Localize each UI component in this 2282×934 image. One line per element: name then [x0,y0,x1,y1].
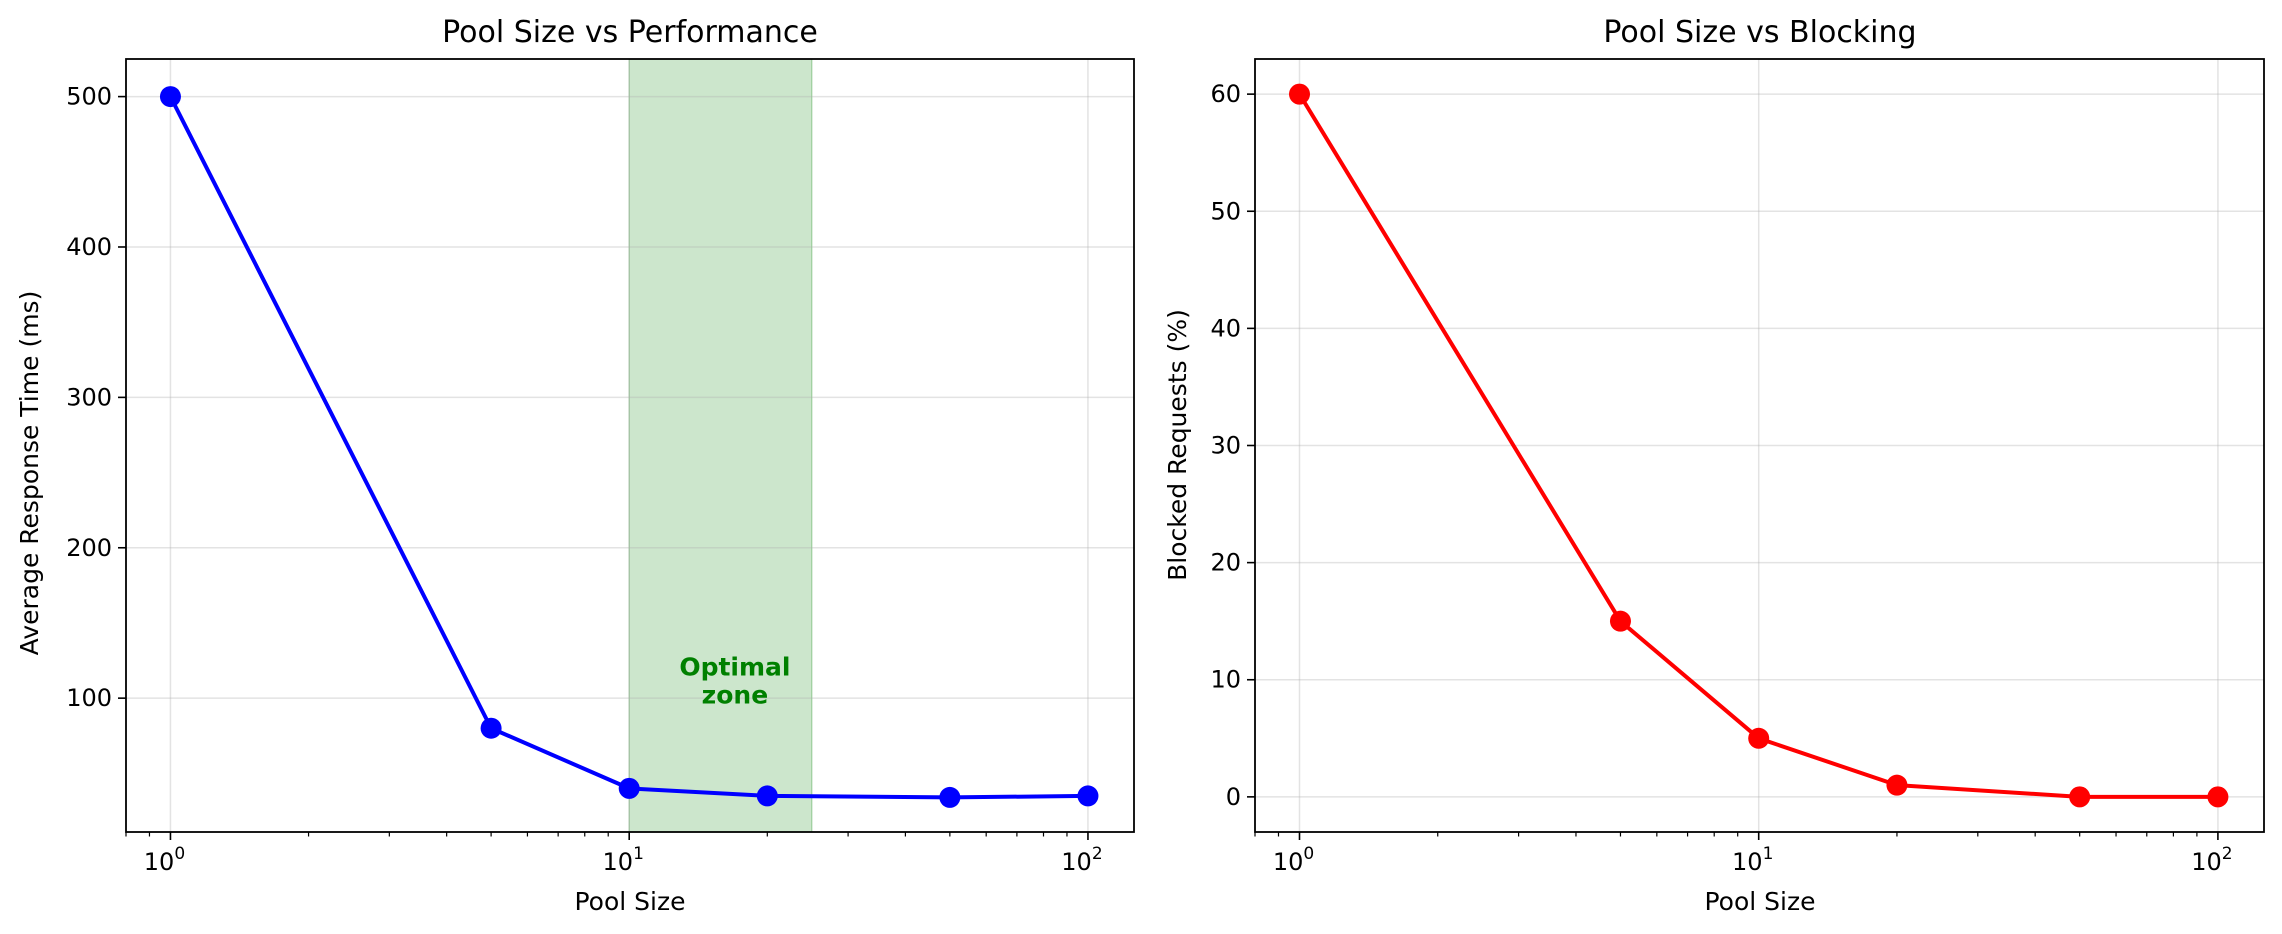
y-tick-label: 200 [66,534,112,562]
data-point [1077,785,1099,807]
data-point [159,86,181,108]
y-tick-label: 400 [66,233,112,261]
data-point [1289,83,1311,105]
x-tick-label: 101 [1732,844,1773,876]
y-tick-label: 100 [66,684,112,712]
x-axis-label: Pool Size [1705,887,1816,916]
chart-response-time: Pool Size vs Performance Pool Size Avera… [15,15,1135,916]
chart-title: Pool Size vs Performance [442,15,818,50]
data-point [1886,774,1908,796]
data-point [1609,610,1631,632]
plot-frame [125,58,1135,833]
y-tick-label: 10 [1210,666,1241,694]
y-tick-label: 500 [66,83,112,111]
chart-title: Pool Size vs Blocking [1603,15,1916,50]
y-tick-label: 30 [1210,432,1241,460]
x-axis-label: Pool Size [575,887,686,916]
optimal-zone-label: zone [702,681,768,710]
optimal-zone-region [629,59,812,832]
y-axis-label: Blocked Requests (%) [1163,309,1192,581]
x-tick-label: 100 [144,844,185,876]
plot-frame [1254,58,2265,833]
y-tick-label: 20 [1210,549,1241,577]
y-axis-label: Average Response Time (ms) [15,291,44,656]
series-line [1297,92,2220,799]
data-point [1748,727,1770,749]
x-tick-label: 100 [1273,844,1314,876]
data-point [480,717,502,739]
chart-blocking: Pool Size vs Blocking Pool Size Blocked … [1163,15,2265,916]
y-tick-label: 40 [1210,314,1241,342]
x-tick-label: 102 [1061,844,1102,876]
y-tick-label: 60 [1210,80,1241,108]
data-point [2069,786,2091,808]
x-tick-label: 101 [603,844,644,876]
y-tick-label: 0 [1226,783,1241,811]
optimal-zone-label: Optimal [679,653,790,682]
y-tick-label: 300 [66,383,112,411]
series-line [168,94,1090,800]
data-point [939,786,961,808]
y-tick-label: 50 [1210,197,1241,225]
data-point [618,777,640,799]
data-point [2207,786,2229,808]
x-tick-label: 102 [2191,844,2232,876]
data-point [756,785,778,807]
